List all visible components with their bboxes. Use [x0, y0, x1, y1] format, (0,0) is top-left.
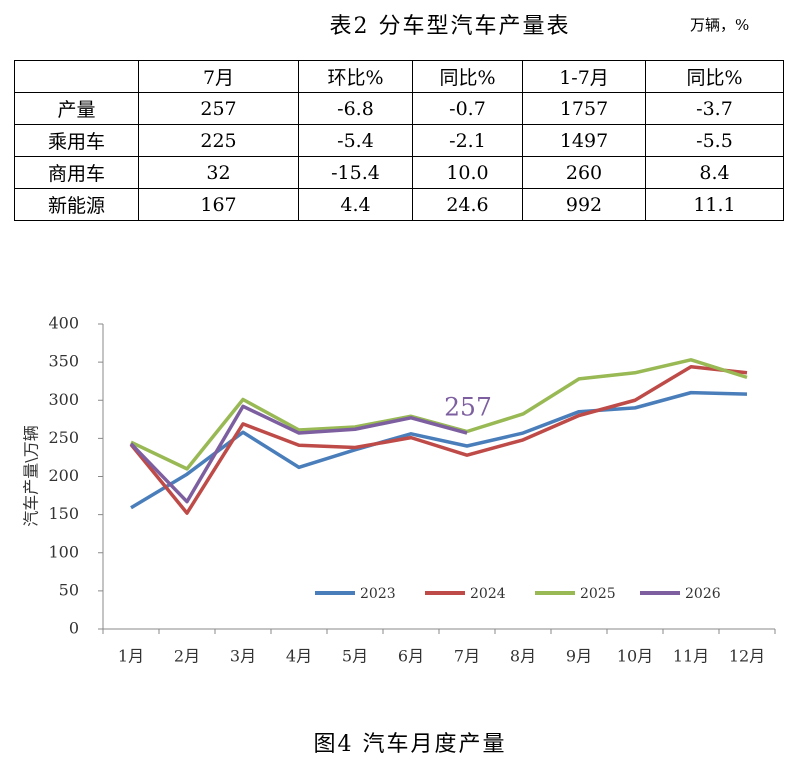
x-tick-label: 4月 — [286, 647, 312, 666]
x-tick-label: 10月 — [617, 647, 653, 666]
y-tick-label: 350 — [48, 352, 79, 371]
cell: 乘用车 — [14, 124, 139, 157]
table: 7月 环比% 同比% 1-7月 同比% 产量 257 -6.8 -0.7 1757 -3.7 乘用车 2… — [14, 60, 784, 221]
y-axis-label: 汽车产量\万辆 — [22, 425, 41, 526]
cell: 32 — [138, 156, 299, 189]
x-tick-label: 3月 — [230, 647, 256, 666]
cell: 1-7月 — [522, 60, 646, 93]
cell: 同比% — [645, 60, 784, 93]
cell: -6.8 — [298, 92, 413, 125]
x-tick-label: 11月 — [673, 647, 709, 666]
series-line — [129, 364, 748, 515]
cell: 7月 — [138, 60, 299, 93]
x-tick-label: 7月 — [454, 647, 480, 666]
cell: 新能源 — [14, 188, 139, 221]
y-tick-label: 50 — [59, 580, 79, 599]
cell: 1757 — [522, 92, 646, 125]
row: 商用车 32 -15.4 10.0 260 8.4 — [14, 156, 784, 189]
cell: 992 — [522, 188, 646, 221]
y-tick-label: 400 — [48, 314, 79, 333]
x-tick-label: 6月 — [398, 647, 424, 666]
annotation: 257 — [444, 393, 492, 422]
y-tick-label: 250 — [48, 428, 79, 447]
cell: 4.4 — [298, 188, 413, 221]
series-line — [130, 390, 748, 510]
y-tick-label: 300 — [48, 390, 79, 409]
cell: 167 — [138, 188, 299, 221]
table-title: 表2 分车型汽车产量表 — [329, 14, 571, 39]
cell: -5.5 — [645, 124, 784, 157]
row: 产量 257 -6.8 -0.7 1757 -3.7 — [14, 92, 784, 125]
y-tick-label: 150 — [48, 504, 79, 523]
cell: 260 — [522, 156, 646, 189]
row: 乘用车 225 -5.4 -2.1 1497 -5.5 — [14, 124, 784, 157]
caption: 图4 汽车月度产量 — [314, 732, 507, 757]
cell: 24.6 — [412, 188, 523, 221]
cell: 11.1 — [645, 188, 784, 221]
cell: -0.7 — [412, 92, 523, 125]
legend-label: 2023 — [360, 586, 396, 602]
cell: 环比% — [298, 60, 413, 93]
legend-label: 2024 — [470, 586, 506, 602]
legend-label: 2026 — [685, 586, 721, 602]
row: 新能源 167 4.4 24.6 992 11.1 — [14, 188, 784, 221]
x-tick-label: 2月 — [174, 647, 200, 666]
cell: -3.7 — [645, 92, 784, 125]
x-tick-label: 1月 — [118, 647, 144, 666]
cell: 1497 — [522, 124, 646, 157]
unit: 万辆，% — [690, 16, 750, 34]
cell: 10.0 — [412, 156, 523, 189]
y-tick-label: 0 — [69, 619, 79, 638]
header-row: 7月 环比% 同比% 1-7月 同比% — [14, 60, 784, 93]
series-line — [129, 404, 468, 504]
y-tick-label: 200 — [48, 466, 79, 485]
y-tick-label: 100 — [48, 542, 79, 561]
legend-label: 2025 — [580, 586, 616, 602]
x-tick-label: 8月 — [510, 647, 536, 666]
cell: 产量 — [14, 92, 139, 125]
x-tick-label: 5月 — [342, 647, 368, 666]
cell: -2.1 — [412, 124, 523, 157]
x-tick-label: 9月 — [566, 647, 592, 666]
x-tick-label: 12月 — [729, 647, 765, 666]
